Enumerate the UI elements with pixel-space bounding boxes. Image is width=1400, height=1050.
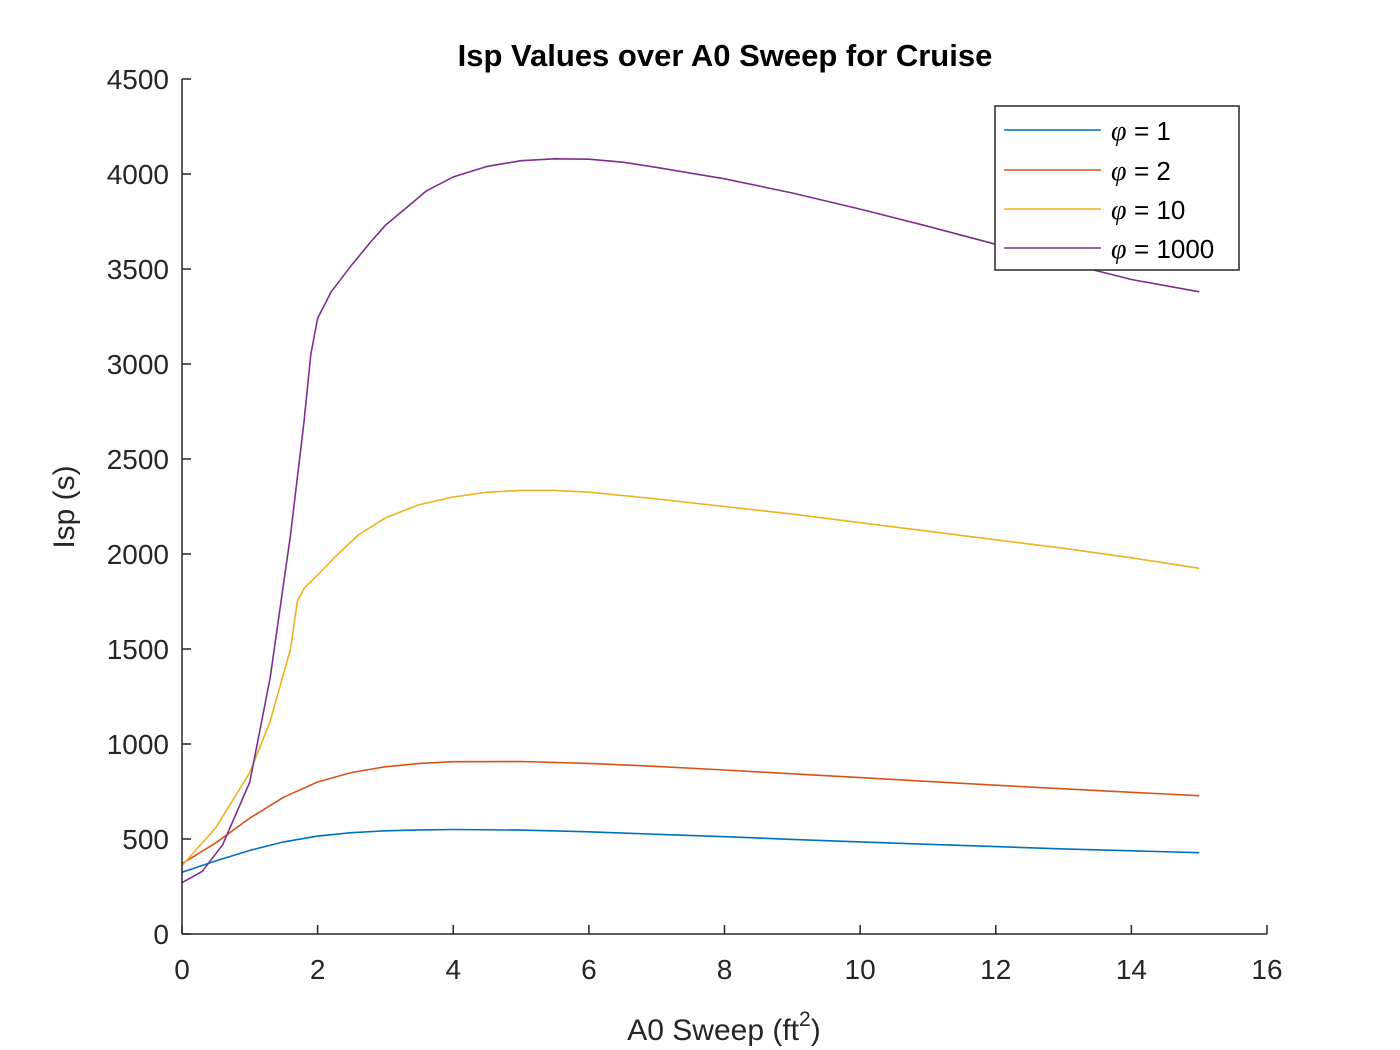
y-tick-label: 1500 [107, 634, 169, 665]
x-tick-label: 10 [845, 954, 876, 985]
x-axis-label-close: ) [811, 1014, 821, 1047]
y-ticks: 0 500 1000 1500 2000 2500 3000 3500 4000 4500 [107, 64, 191, 950]
x-tick-label: 8 [717, 954, 733, 985]
x-tick-label: 2 [310, 954, 326, 985]
x-tick-label: 0 [174, 954, 190, 985]
legend-box [994, 105, 1240, 271]
y-tick-label: 4000 [107, 159, 169, 190]
legend-symbol: φ [1111, 156, 1127, 187]
y-axis-label: Isp (s) [48, 465, 81, 548]
y-tick-label: 3500 [107, 254, 169, 285]
y-tick-label: 3000 [107, 349, 169, 380]
chart-title: Isp Values over A0 Sweep for Cruise [458, 38, 993, 73]
legend-label-1: = 2 [1134, 156, 1171, 186]
x-tick-label: 4 [445, 954, 461, 985]
legend-label-2: = 10 [1134, 195, 1185, 225]
series-line-1 [181, 760, 1200, 865]
series-line-3 [181, 158, 1200, 884]
x-tick-label: 16 [1251, 954, 1282, 985]
x-axis-label-main: A0 Sweep (ft [627, 1014, 799, 1047]
legend-symbol: φ [1111, 116, 1127, 147]
x-tick-label: 6 [581, 954, 597, 985]
x-ticks: 0 2 4 6 8 10 12 14 16 [174, 925, 1283, 985]
x-tick-label: 12 [980, 954, 1011, 985]
x-axis-label-sup: 2 [799, 1008, 811, 1031]
legend-label-3: = 1000 [1134, 234, 1214, 264]
legend: φ = 1φ = 2φ = 10φ = 1000 [994, 105, 1240, 271]
x-axis-label: A0 Sweep (ft2) [627, 1008, 820, 1047]
series-line-2 [181, 489, 1200, 867]
x-tick-label: 14 [1116, 954, 1147, 985]
y-tick-label: 4500 [107, 64, 169, 95]
legend-label-0: = 1 [1134, 116, 1171, 146]
legend-symbol: φ [1111, 234, 1127, 265]
y-tick-label: 500 [122, 824, 169, 855]
y-tick-label: 0 [153, 919, 169, 950]
legend-symbol: φ [1111, 195, 1127, 226]
series-line-0 [181, 828, 1200, 874]
series-layer [181, 158, 1200, 884]
y-tick-label: 2500 [107, 444, 169, 475]
y-tick-label: 1000 [107, 729, 169, 760]
y-tick-label: 2000 [107, 539, 169, 570]
